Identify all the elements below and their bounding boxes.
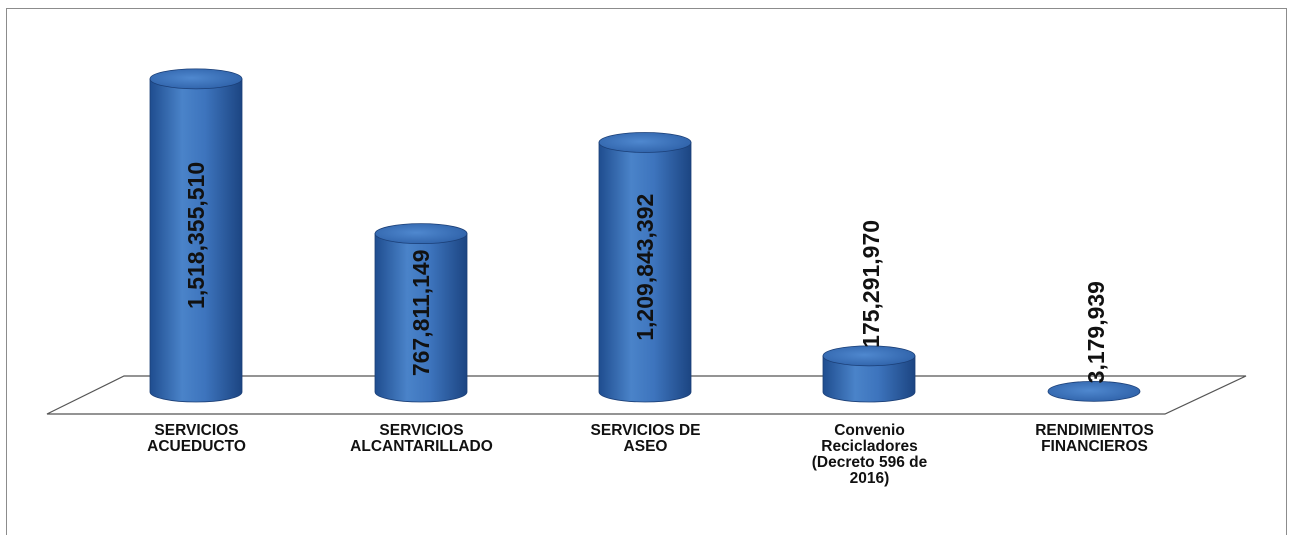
value-label: 175,291,970 xyxy=(858,220,884,348)
bar-top xyxy=(149,68,243,90)
bar-top xyxy=(822,345,916,367)
bar-3 xyxy=(598,132,692,403)
bar-top xyxy=(374,223,468,245)
chart-frame xyxy=(6,8,1287,535)
value-label: 767,811,149 xyxy=(408,249,434,376)
bar-top xyxy=(598,132,692,153)
bar-body xyxy=(598,142,692,403)
value-label: 1,209,843,392 xyxy=(632,194,658,341)
bar-4 xyxy=(822,345,916,403)
bar-1 xyxy=(149,68,243,403)
bar-body xyxy=(149,78,243,403)
category-label: RENDIMIENTOS FINANCIEROS xyxy=(1035,422,1154,455)
bar-body xyxy=(374,233,468,403)
category-label: SERVICIOS ALCANTARILLADO xyxy=(350,422,493,455)
bar-top xyxy=(1047,380,1141,402)
value-label: 1,518,355,510 xyxy=(183,162,209,309)
value-label: 3,179,939 xyxy=(1083,281,1109,383)
category-label: SERVICIOS ACUEDUCTO xyxy=(147,422,246,455)
category-label: SERVICIOS DE ASEO xyxy=(590,422,701,455)
bar-2 xyxy=(374,223,468,403)
bar-5 xyxy=(1047,380,1141,402)
bar-body xyxy=(822,355,916,403)
category-label: Convenio Recicladores (Decreto 596 de 20… xyxy=(811,422,928,487)
